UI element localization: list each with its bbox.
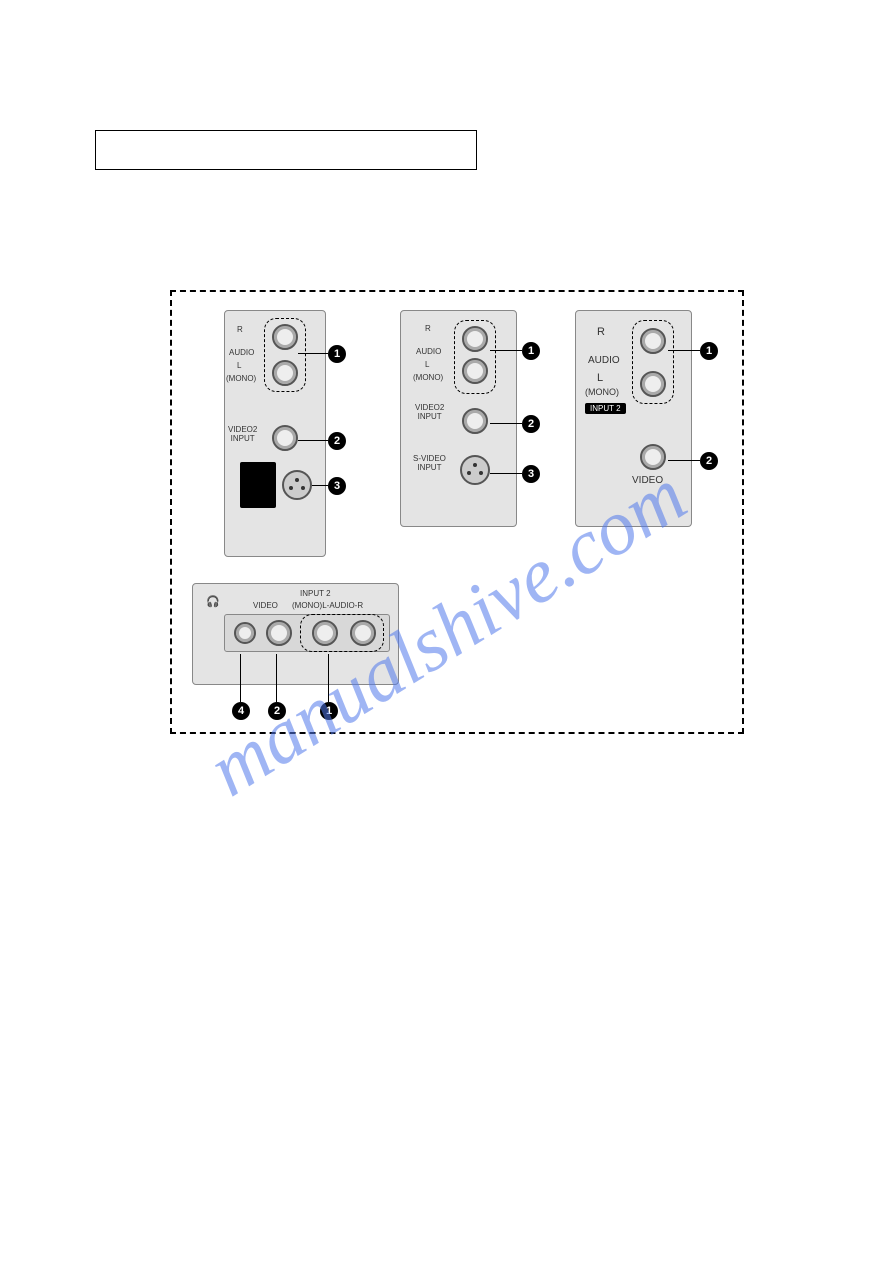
label-video2: VIDEO2 INPUT bbox=[415, 404, 444, 422]
callout-1: 1 bbox=[320, 702, 338, 720]
label-r: R bbox=[425, 325, 431, 334]
lead-line bbox=[298, 353, 328, 354]
rca-jack bbox=[462, 358, 488, 384]
label-video: VIDEO bbox=[632, 475, 663, 486]
lead-line bbox=[328, 654, 329, 702]
label-r: R bbox=[597, 326, 605, 338]
rca-jack bbox=[350, 620, 376, 646]
label-mono: (MONO) bbox=[413, 374, 443, 383]
lead-line bbox=[668, 460, 700, 461]
callout-2: 2 bbox=[700, 452, 718, 470]
badge-input2: INPUT 2 bbox=[585, 403, 626, 414]
rca-jack bbox=[640, 328, 666, 354]
callout-1: 1 bbox=[700, 342, 718, 360]
lead-line bbox=[490, 473, 522, 474]
label-audio: AUDIO bbox=[416, 348, 441, 357]
callout-3: 3 bbox=[522, 465, 540, 483]
lead-line bbox=[276, 654, 277, 702]
callout-3: 3 bbox=[328, 477, 346, 495]
rca-jack bbox=[640, 444, 666, 470]
lead-line bbox=[490, 423, 522, 424]
callout-4: 4 bbox=[232, 702, 250, 720]
label-input2: INPUT 2 bbox=[300, 590, 331, 599]
label-audio: AUDIO bbox=[588, 355, 620, 366]
headphone-icon: 🎧 bbox=[206, 596, 220, 608]
callout-2: 2 bbox=[328, 432, 346, 450]
label-l: L bbox=[597, 372, 603, 384]
label-video: VIDEO bbox=[253, 602, 278, 611]
label-mono: (MONO) bbox=[226, 375, 256, 384]
label-svideo: S-VIDEO INPUT bbox=[413, 455, 446, 473]
lead-line bbox=[312, 485, 328, 486]
page: R AUDIO L (MONO) VIDEO2 INPUT 1 2 3 R AU… bbox=[0, 0, 893, 1263]
rca-jack bbox=[266, 620, 292, 646]
label-mono: (MONO) bbox=[585, 388, 619, 398]
svhs-jack bbox=[460, 455, 490, 485]
label-r: R bbox=[237, 326, 243, 335]
svhs-jack bbox=[282, 470, 312, 500]
callout-1: 1 bbox=[328, 345, 346, 363]
rca-jack bbox=[272, 360, 298, 386]
rca-jack bbox=[462, 326, 488, 352]
rca-jack bbox=[272, 324, 298, 350]
title-box bbox=[95, 130, 477, 170]
rca-jack bbox=[272, 425, 298, 451]
lead-line bbox=[240, 654, 241, 702]
callout-2: 2 bbox=[268, 702, 286, 720]
label-video2: VIDEO2 INPUT bbox=[228, 426, 257, 444]
label-l: L bbox=[237, 362, 241, 371]
callout-1: 1 bbox=[522, 342, 540, 360]
label-audio-lr: (MONO)L-AUDIO-R bbox=[292, 602, 363, 611]
svhs-block bbox=[240, 462, 276, 508]
rca-jack bbox=[312, 620, 338, 646]
lead-line bbox=[298, 440, 328, 441]
mini-jack bbox=[234, 622, 256, 644]
lead-line bbox=[668, 350, 700, 351]
callout-2: 2 bbox=[522, 415, 540, 433]
label-audio: AUDIO bbox=[229, 349, 254, 358]
lead-line bbox=[490, 350, 522, 351]
label-l: L bbox=[425, 361, 429, 370]
rca-jack bbox=[462, 408, 488, 434]
rca-jack bbox=[640, 371, 666, 397]
